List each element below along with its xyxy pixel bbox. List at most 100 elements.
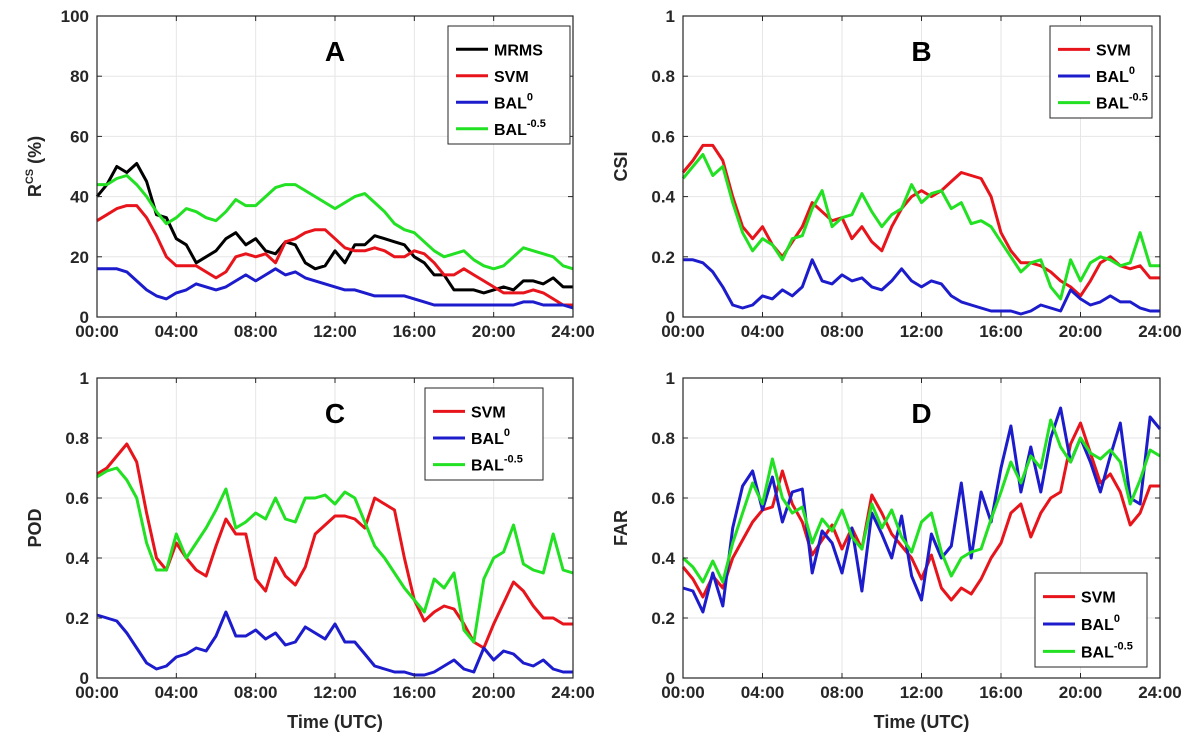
legend-label: BAL-0.5	[494, 118, 546, 139]
x-tick-label: 24:00	[1138, 322, 1181, 341]
x-tick-label: 24:00	[1138, 683, 1181, 702]
y-tick-label: 1	[666, 369, 675, 388]
legend-label-sup: -0.5	[1129, 92, 1148, 104]
y-axis-label: POD	[25, 508, 45, 547]
panel-b: 00:00 04:00 08:00 12:00 16:00 20:00 24:00 0 0.2 0…	[611, 7, 1182, 341]
legend-label-name: BAL	[1096, 69, 1129, 86]
x-tick-label: 12:00	[313, 322, 356, 341]
legend-label: BAL0	[471, 427, 510, 448]
x-tick-label: 16:00	[979, 683, 1022, 702]
legend-label-name: SVM	[494, 69, 529, 86]
legend-label: BAL0	[494, 91, 533, 112]
series-line-bal-0	[96, 610, 573, 677]
y-axis-label-main: POD	[25, 508, 45, 547]
y-tick-label: 0.2	[651, 248, 675, 267]
legend-label: SVM	[471, 404, 506, 421]
series-line-svm	[96, 442, 573, 650]
legend-label: BAL-0.5	[1081, 640, 1133, 661]
panel-d: 00:00 04:00 08:00 12:00 16:00 20:00 24:00 0 0.2 0…	[611, 369, 1182, 732]
x-tick-label: 04:00	[741, 322, 784, 341]
legend-box	[447, 25, 571, 145]
y-axis-label-main: R	[25, 184, 45, 197]
x-tick-label: 08:00	[234, 322, 277, 341]
legend-label-name: BAL	[494, 122, 527, 139]
y-axis-label: FAR	[611, 510, 631, 546]
y-tick-label: 0.6	[651, 127, 675, 146]
x-tick-label: 24:00	[551, 322, 594, 341]
legend-label-name: BAL	[1096, 96, 1129, 113]
x-tick-label: 12:00	[900, 322, 943, 341]
y-tick-label: 0.8	[651, 67, 675, 86]
y-axis-label: RCS (%)	[24, 136, 45, 197]
x-tick-label: 04:00	[155, 322, 198, 341]
x-axis-label: Time (UTC)	[287, 712, 383, 732]
x-tick-label: 00:00	[661, 683, 704, 702]
y-tick-label: 0.6	[651, 489, 675, 508]
x-tick-label: 04:00	[155, 683, 198, 702]
x-tick-label: 08:00	[234, 683, 277, 702]
x-tick-label: 12:00	[313, 683, 356, 702]
x-tick-label: 24:00	[551, 683, 594, 702]
panel-letter: D	[911, 398, 931, 429]
legend-label-sup: 0	[504, 427, 510, 439]
panel-letter: A	[325, 36, 345, 67]
legend-label-name: SVM	[1081, 590, 1116, 607]
y-tick-label: 0	[80, 308, 89, 327]
x-tick-label: 16:00	[393, 683, 436, 702]
y-axis-label-suffix: (%)	[25, 136, 45, 169]
legend-label: SVM	[1096, 42, 1131, 59]
series-line-svm	[96, 204, 573, 307]
series-line-bal-0	[97, 267, 574, 310]
x-axis-label: Time (UTC)	[874, 712, 970, 732]
y-tick-label: 80	[70, 67, 89, 86]
legend-label-sup: 0	[527, 91, 533, 103]
legend-label: BAL-0.5	[471, 454, 523, 475]
y-tick-label: 1	[80, 369, 89, 388]
legend-label-name: BAL	[471, 431, 504, 448]
x-tick-label: 16:00	[979, 322, 1022, 341]
y-tick-label: 0.4	[651, 549, 675, 568]
y-axis-label: CSI	[611, 151, 631, 181]
legend-label: BAL0	[1081, 613, 1120, 634]
x-tick-label: 20:00	[472, 322, 515, 341]
y-axis-label-main: FAR	[611, 510, 631, 546]
y-tick-label: 0	[80, 669, 89, 688]
y-tick-label: 0.2	[65, 609, 89, 628]
y-axis-label-main: CSI	[611, 151, 631, 181]
x-tick-label: 00:00	[661, 322, 704, 341]
legend-label-name: SVM	[471, 404, 506, 421]
legend-label-sup: -0.5	[1114, 640, 1133, 652]
x-tick-label: 20:00	[472, 683, 515, 702]
y-axis-label-sup: CS	[24, 169, 36, 184]
y-tick-label: 0.4	[65, 549, 89, 568]
legend-label: SVM	[1081, 590, 1116, 607]
panel-letter: B	[911, 36, 931, 67]
y-tick-label: 0.8	[651, 429, 675, 448]
y-tick-label: 0	[666, 308, 675, 327]
x-tick-label: 12:00	[900, 683, 943, 702]
legend-label-name: BAL	[494, 95, 527, 112]
series-line-bal-m05	[96, 466, 574, 644]
x-tick-label: 08:00	[820, 683, 863, 702]
legend-label-name: BAL	[1081, 644, 1114, 661]
series-line-bal-0	[683, 258, 1160, 316]
panel-a: 00:00 04:00 08:00 12:00 16:00 20:00 24:00 0 20 40…	[24, 7, 595, 341]
x-tick-label: 20:00	[1059, 322, 1102, 341]
y-tick-label: 60	[70, 127, 89, 146]
legend-label: BAL0	[1096, 65, 1135, 86]
legend-label-sup: -0.5	[504, 454, 523, 466]
y-tick-label: 0.4	[651, 188, 675, 207]
legend-label: BAL-0.5	[1096, 92, 1148, 113]
panel-letter: C	[325, 398, 345, 429]
legend-label-sup: 0	[1114, 613, 1120, 625]
y-tick-label: 40	[70, 188, 89, 207]
x-tick-label: 04:00	[741, 683, 784, 702]
x-tick-label: 20:00	[1059, 683, 1102, 702]
series-line-svm	[681, 143, 1160, 298]
y-tick-label: 100	[61, 7, 89, 26]
